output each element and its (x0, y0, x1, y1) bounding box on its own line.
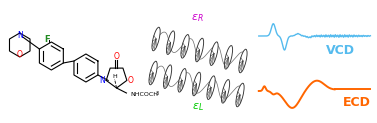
Ellipse shape (239, 49, 247, 73)
Ellipse shape (210, 42, 218, 65)
Ellipse shape (178, 69, 186, 92)
Text: N: N (100, 76, 105, 85)
Text: O: O (17, 50, 23, 59)
Ellipse shape (181, 35, 189, 58)
Ellipse shape (193, 72, 201, 96)
Text: O: O (128, 76, 134, 85)
Ellipse shape (149, 61, 157, 85)
Text: VCD: VCD (326, 45, 355, 57)
Text: 3: 3 (156, 91, 159, 96)
Ellipse shape (152, 27, 160, 51)
Text: NHCOCH: NHCOCH (130, 92, 158, 98)
Ellipse shape (224, 46, 233, 69)
Text: $\varepsilon_L$: $\varepsilon_L$ (192, 101, 204, 113)
Ellipse shape (195, 38, 204, 62)
Ellipse shape (164, 65, 172, 88)
Ellipse shape (236, 83, 244, 107)
Ellipse shape (207, 76, 215, 99)
Text: $\varepsilon_R$: $\varepsilon_R$ (191, 12, 204, 24)
Ellipse shape (221, 80, 230, 103)
Text: O: O (113, 52, 120, 61)
Ellipse shape (167, 31, 175, 54)
Text: H: H (112, 75, 117, 79)
Text: ECD: ECD (343, 97, 371, 109)
Text: F: F (44, 34, 50, 44)
Text: N: N (17, 31, 23, 39)
